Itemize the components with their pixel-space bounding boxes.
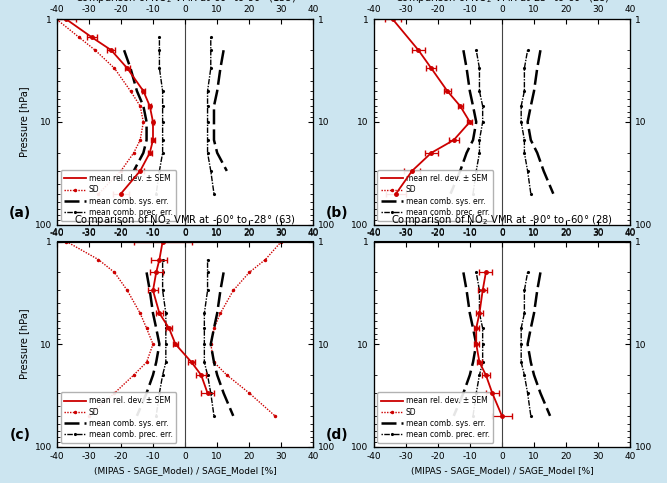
Legend: mean rel. dev. ± SEM, SD, mean comb. sys. err., mean comb. prec. err.: mean rel. dev. ± SEM, SD, mean comb. sys… xyxy=(378,393,494,443)
Legend: mean rel. dev. ± SEM, SD, mean comb. sys. err., mean comb. prec. err.: mean rel. dev. ± SEM, SD, mean comb. sys… xyxy=(61,170,177,221)
X-axis label: (MIPAS - SAGE_Model) / SAGE_Model [%]: (MIPAS - SAGE_Model) / SAGE_Model [%] xyxy=(411,466,593,475)
Title: Comparison of NO$_2$ VMR at 25° to 60° (28): Comparison of NO$_2$ VMR at 25° to 60° (… xyxy=(394,0,610,5)
X-axis label: (MIPAS - SAGE_Model) / SAGE_Model [%]: (MIPAS - SAGE_Model) / SAGE_Model [%] xyxy=(411,244,593,253)
Legend: mean rel. dev. ± SEM, SD, mean comb. sys. err., mean comb. prec. err.: mean rel. dev. ± SEM, SD, mean comb. sys… xyxy=(378,170,494,221)
Title: Comparison of NO$_2$ VMR at 60° to 90° (158): Comparison of NO$_2$ VMR at 60° to 90° (… xyxy=(75,0,295,5)
Text: (b): (b) xyxy=(325,206,348,220)
Title: Comparison of NO$_2$ VMR at -60° to -28° (63): Comparison of NO$_2$ VMR at -60° to -28°… xyxy=(74,213,296,227)
Y-axis label: Pressure [hPa]: Pressure [hPa] xyxy=(19,86,29,157)
Title: Comparison of NO$_2$ VMR at -90° to -60° (28): Comparison of NO$_2$ VMR at -90° to -60°… xyxy=(391,213,613,227)
Legend: mean rel. dev. ± SEM, SD, mean comb. sys. err., mean comb. prec. err.: mean rel. dev. ± SEM, SD, mean comb. sys… xyxy=(61,393,177,443)
Text: (c): (c) xyxy=(9,428,31,442)
Text: (d): (d) xyxy=(325,428,348,442)
X-axis label: (MIPAS - SAGE_Model) / SAGE_Model [%]: (MIPAS - SAGE_Model) / SAGE_Model [%] xyxy=(94,466,276,475)
Y-axis label: Pressure [hPa]: Pressure [hPa] xyxy=(19,309,29,380)
X-axis label: (MIPAS - SAGE_Model) / SAGE_Model [%]: (MIPAS - SAGE_Model) / SAGE_Model [%] xyxy=(94,244,276,253)
Text: (a): (a) xyxy=(9,206,31,220)
